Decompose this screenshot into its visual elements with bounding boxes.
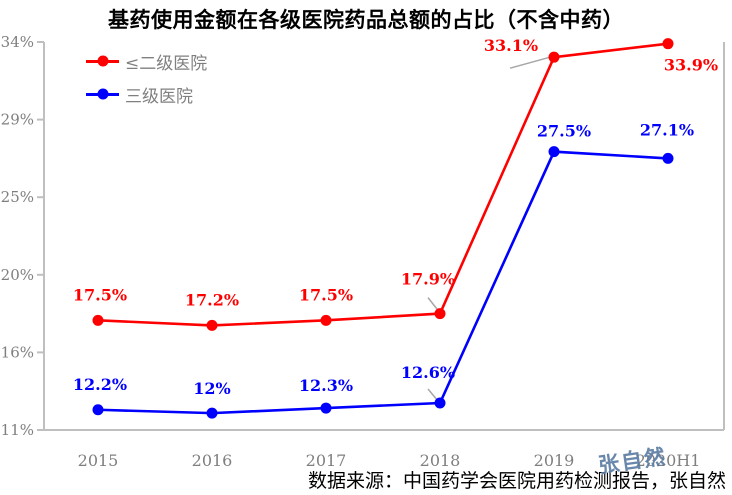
y-tick-label: 11% bbox=[1, 421, 34, 439]
series-line-1 bbox=[97, 150, 669, 415]
data-point bbox=[92, 314, 104, 326]
legend-label-le-tier2: ≤二级医院 bbox=[125, 53, 208, 74]
x-tick-label: 2017 bbox=[306, 451, 347, 470]
x-tick-label: 2016 bbox=[192, 451, 233, 470]
data-point bbox=[434, 308, 446, 320]
data-point bbox=[206, 407, 218, 419]
red-dot-icon bbox=[97, 55, 108, 67]
data-label: 17.5% bbox=[299, 285, 353, 304]
blue-dot-icon bbox=[97, 88, 108, 100]
legend-label-tier3: 三级医院 bbox=[125, 86, 193, 107]
data-label: 27.5% bbox=[537, 122, 591, 141]
y-tick-label: 25% bbox=[1, 188, 34, 206]
x-tick-label: 2015 bbox=[78, 451, 119, 470]
data-point bbox=[92, 404, 104, 416]
data-label: 12.6% bbox=[401, 363, 455, 382]
data-label: 12.3% bbox=[299, 376, 353, 395]
data-label: 17.5% bbox=[73, 285, 127, 304]
red-line-marker-icon bbox=[86, 55, 119, 67]
source-note: 数据来源：中国药学会医院用药检测报告，张自然 bbox=[307, 470, 726, 492]
data-label: 17.2% bbox=[185, 290, 239, 309]
data-point bbox=[662, 38, 674, 50]
data-label: 27.1% bbox=[640, 120, 694, 139]
data-label: 12.2% bbox=[73, 375, 127, 394]
data-point bbox=[320, 314, 332, 326]
x-tick-label: 2019 bbox=[534, 451, 575, 470]
x-tick-label: 2018 bbox=[420, 451, 461, 470]
y-tick-label: 20% bbox=[1, 266, 34, 284]
data-point bbox=[548, 51, 560, 63]
y-tick-label: 29% bbox=[1, 111, 34, 129]
data-point bbox=[662, 152, 674, 164]
blue-line-marker-icon bbox=[86, 88, 119, 100]
chart-legend: ≤二级医院 三级医院 bbox=[86, 50, 208, 107]
data-label: 33.1% bbox=[484, 36, 538, 55]
y-tick-label: 34% bbox=[1, 33, 34, 51]
x-tick-label: 2020H1 bbox=[636, 451, 701, 470]
data-label: 33.9% bbox=[664, 56, 718, 75]
data-point bbox=[548, 146, 560, 158]
data-label: 12% bbox=[193, 379, 230, 398]
data-label: 17.9% bbox=[401, 270, 455, 289]
chart-title: 基药使用金额在各级医院药品总额的占比（不含中药） bbox=[108, 9, 624, 32]
series-line-0 bbox=[97, 42, 669, 327]
data-point bbox=[320, 402, 332, 414]
data-point bbox=[434, 397, 446, 409]
data-point bbox=[206, 319, 218, 331]
legend-item-tier3-hospital: 三级医院 bbox=[86, 83, 207, 107]
y-tick-label: 16% bbox=[1, 343, 34, 361]
legend-item-le-tier2-hospital: ≤二级医院 bbox=[86, 50, 208, 74]
label-leader-line bbox=[509, 56, 551, 69]
